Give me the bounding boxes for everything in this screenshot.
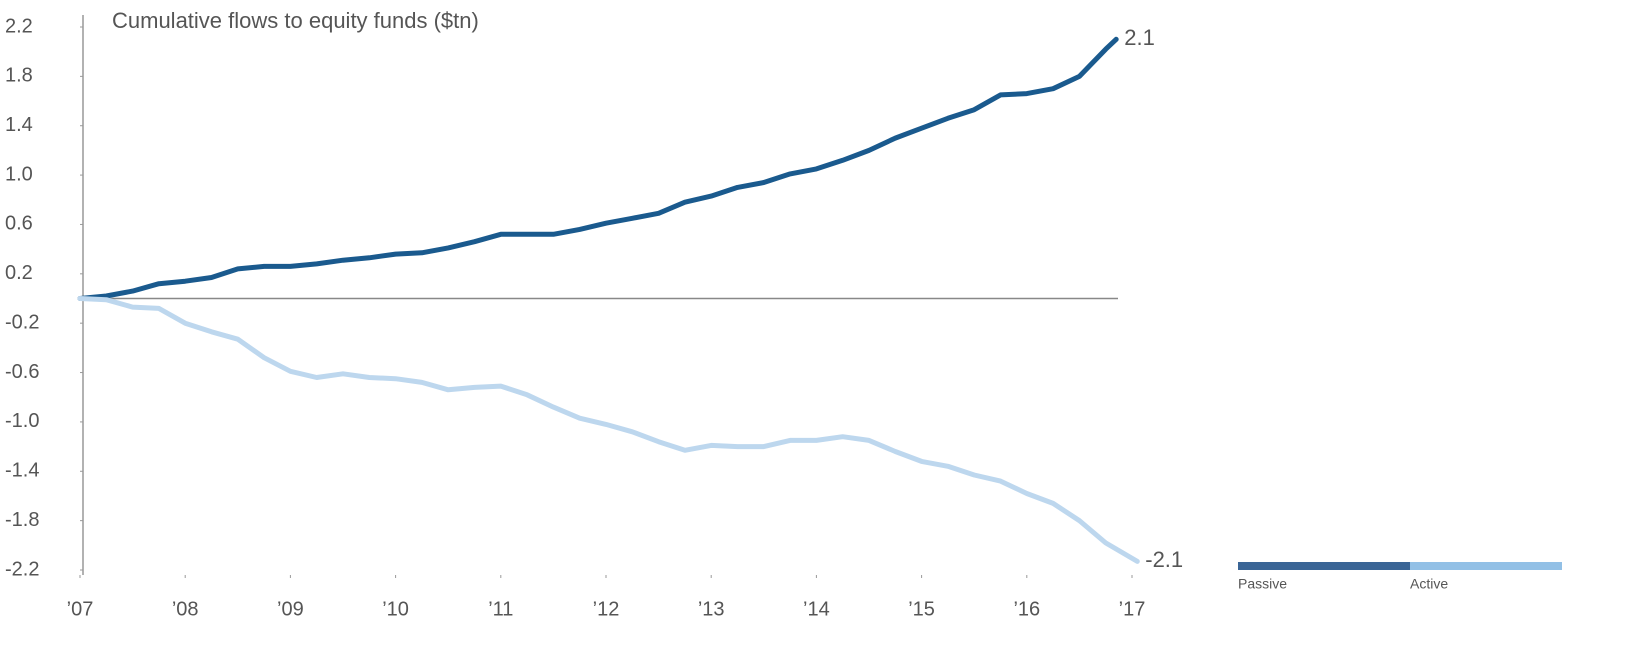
y-tick-label: 2.2	[5, 15, 33, 37]
y-tick-label: -2.2	[5, 558, 39, 580]
end-label: 2.1	[1124, 25, 1155, 50]
x-tick-label: ’08	[172, 598, 199, 620]
legend-swatch	[1238, 562, 1410, 570]
x-tick-label: ’15	[908, 598, 935, 620]
x-tick-label: ’17	[1119, 598, 1146, 620]
legend-label: Passive	[1238, 576, 1287, 592]
legend-swatch	[1410, 562, 1562, 570]
y-tick-label: 1.8	[5, 65, 33, 87]
y-tick-label: 1.0	[5, 163, 33, 185]
x-tick-label: ’14	[803, 598, 830, 620]
series-line	[77, 296, 1140, 564]
y-tick-label: -1.4	[5, 460, 39, 482]
x-tick-label: ’12	[593, 598, 620, 620]
x-tick-label: ’09	[277, 598, 304, 620]
legend-label: Active	[1410, 576, 1448, 592]
x-tick-label: ’13	[698, 598, 725, 620]
y-tick-label: 1.4	[5, 114, 33, 136]
y-tick-label: 0.6	[5, 213, 33, 235]
x-tick-label: ’07	[67, 598, 94, 620]
y-tick-label: -0.6	[5, 361, 39, 383]
x-tick-label: ’10	[382, 598, 409, 620]
end-label: -2.1	[1145, 547, 1183, 572]
y-tick-label: -0.2	[5, 311, 39, 333]
x-tick-label: ’16	[1013, 598, 1040, 620]
y-tick-label: -1.8	[5, 509, 39, 531]
y-tick-label: -1.0	[5, 410, 39, 432]
chart-title: Cumulative flows to equity funds ($tn)	[112, 8, 479, 33]
x-tick-label: ’11	[488, 598, 513, 620]
y-tick-label: 0.2	[5, 262, 33, 284]
series-line	[77, 36, 1119, 301]
